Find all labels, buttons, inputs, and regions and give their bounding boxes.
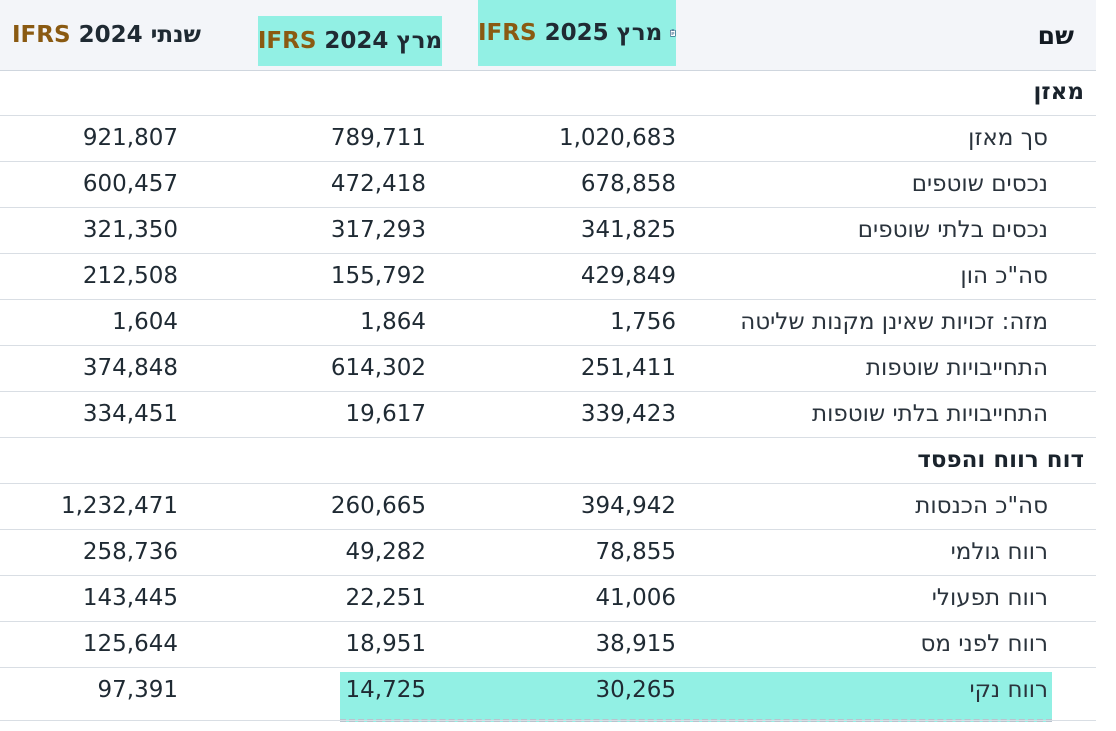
column-header-march-2025[interactable]: IFRS מרץ 2025 [478,0,676,66]
value-march-2024: 49,282 [345,539,426,565]
value-annual-2024: 212,508 [82,263,178,289]
row-divider [0,720,1096,721]
section-title: דוח רווח והפסד [917,447,1084,473]
table-row[interactable]: נכסים שוטפים 678,858 472,418 600,457 [0,162,1096,208]
period-label: מרץ 2024 [324,28,443,54]
table-row[interactable]: סה"כ הכנסות 394,942 260,665 1,232,471 [0,484,1096,530]
table-row[interactable]: מזה: זכויות שאינן מקנות שליטה 1,756 1,86… [0,300,1096,346]
value-march-2025: 339,423 [580,401,676,427]
value-march-2025: 30,265 [595,677,676,703]
section-title: מאזן [1033,79,1085,105]
value-annual-2024: 600,457 [82,171,178,197]
table-row[interactable]: רווח תפעולי 41,006 22,251 143,445 [0,576,1096,622]
column-header-march-2024[interactable]: IFRS מרץ 2024 [258,16,442,66]
row-label: מזה: זכויות שאינן מקנות שליטה [740,309,1048,335]
report-document-icon[interactable] [670,17,676,49]
standard-label: IFRS [257,28,317,54]
value-annual-2024: 921,807 [82,125,178,151]
table-row-net-profit[interactable]: רווח נקי 30,265 14,725 97,391 [0,668,1096,713]
row-label: התחייבויות שוטפות [865,355,1048,381]
row-label: סך מאזן [968,125,1048,151]
value-march-2025: 41,006 [595,585,676,611]
value-annual-2024: 143,445 [82,585,178,611]
value-march-2024: 472,418 [330,171,426,197]
value-march-2025: 38,915 [595,631,676,657]
table-header: שם IFRS מרץ 2025 IFRS מרץ 2024 IFRS שנתי… [0,0,1096,71]
value-annual-2024: 258,736 [82,539,178,565]
column-header-name[interactable]: שם [1037,20,1074,50]
table-row[interactable]: התחייבויות בלתי שוטפות 339,423 19,617 33… [0,392,1096,438]
column-header-annual-2024[interactable]: IFRS שנתי 2024 [12,0,201,70]
value-annual-2024: 1,604 [112,309,178,335]
row-label: רווח נקי [969,677,1048,703]
value-march-2024: 317,293 [330,217,426,243]
value-march-2025: 1,756 [610,309,676,335]
table-row[interactable]: התחייבויות שוטפות 251,411 614,302 374,84… [0,346,1096,392]
row-label: סה"כ הכנסות [915,493,1048,519]
standard-label: IFRS [478,20,537,46]
value-march-2024: 614,302 [330,355,426,381]
value-march-2025: 1,020,683 [558,125,676,151]
value-march-2024: 14,725 [345,677,426,703]
table-row[interactable]: רווח גולמי 78,855 49,282 258,736 [0,530,1096,576]
standard-label: IFRS [12,22,71,48]
value-march-2024: 22,251 [345,585,426,611]
row-label: נכסים בלתי שוטפים [857,217,1048,243]
value-march-2025: 394,942 [580,493,676,519]
row-label: רווח לפני מס [920,631,1049,657]
table-row[interactable]: סך מאזן 1,020,683 789,711 921,807 [0,116,1096,162]
value-annual-2024: 1,232,471 [60,493,178,519]
value-annual-2024: 321,350 [82,217,178,243]
value-march-2024: 789,711 [330,125,426,151]
value-march-2025: 251,411 [580,355,676,381]
value-march-2024: 19,617 [345,401,426,427]
section-row-income-statement: דוח רווח והפסד [0,438,1096,484]
value-annual-2024: 374,848 [82,355,178,381]
value-march-2025: 78,855 [595,539,676,565]
section-row-balance-sheet: מאזן [0,70,1096,116]
value-march-2024: 260,665 [330,493,426,519]
row-label: התחייבויות בלתי שוטפות [811,401,1048,427]
row-label: נכסים שוטפים [911,171,1048,197]
value-annual-2024: 334,451 [82,401,178,427]
period-label: מרץ 2025 [544,20,663,46]
row-label: רווח תפעולי [931,585,1048,611]
value-annual-2024: 97,391 [97,677,178,703]
value-march-2025: 341,825 [580,217,676,243]
row-label: רווח גולמי [950,539,1048,565]
value-march-2024: 1,864 [360,309,426,335]
table-row[interactable]: רווח לפני מס 38,915 18,951 125,644 [0,622,1096,668]
value-march-2024: 155,792 [330,263,426,289]
value-march-2025: 678,858 [580,171,676,197]
value-annual-2024: 125,644 [82,631,178,657]
value-march-2025: 429,849 [580,263,676,289]
row-label: סה"כ הון [960,263,1048,289]
table-row[interactable]: סה"כ הון 429,849 155,792 212,508 [0,254,1096,300]
value-march-2024: 18,951 [345,631,426,657]
period-label: שנתי 2024 [78,22,201,48]
table-row[interactable]: נכסים בלתי שוטפים 341,825 317,293 321,35… [0,208,1096,254]
